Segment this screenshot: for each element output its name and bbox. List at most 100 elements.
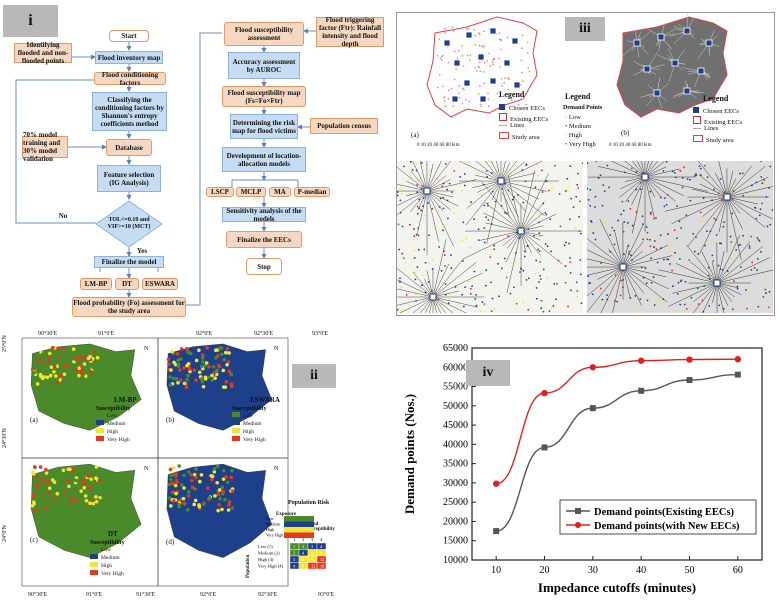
series-line: [496, 358, 738, 485]
demand-point: [485, 216, 488, 219]
demand-point: [483, 45, 486, 47]
demand-point: [568, 218, 571, 221]
susceptibility-patch: [213, 494, 217, 498]
demand-point: [511, 198, 514, 201]
chosen-eec-marker: [503, 59, 511, 67]
susceptibility-patch: [225, 362, 229, 367]
legend-swatch-icon: [90, 554, 98, 559]
demand-point: [493, 307, 496, 310]
allocation-line: [412, 271, 434, 298]
allocation-line: [644, 161, 659, 178]
susceptibility-patch: [88, 501, 92, 506]
demand-point: [444, 31, 446, 34]
chart-legend: [559, 499, 757, 535]
demand-point: [639, 298, 642, 301]
demand-point: [558, 193, 561, 195]
demand-point: [397, 223, 399, 226]
demand-point: [751, 192, 754, 195]
demand-point: [441, 185, 444, 188]
susceptibility-legend: Susceptibility Low Medium High Very High: [96, 406, 131, 444]
plot-frame: [471, 347, 763, 561]
demand-point: [594, 206, 596, 208]
demand-point: [453, 78, 456, 81]
demand-point: [748, 244, 751, 247]
susceptibility-patch: [177, 464, 182, 468]
susceptibility-patch: [229, 372, 234, 377]
demand-point: [762, 296, 765, 298]
allocation-line: [419, 161, 428, 192]
demand-point: [579, 200, 581, 203]
demand-point: [589, 225, 592, 228]
demand-point: [603, 221, 606, 224]
demand-point: [760, 251, 762, 253]
susceptibility-patch: [186, 350, 190, 355]
allocation-line: [458, 161, 502, 182]
eec-marker: [723, 193, 731, 201]
demand-point: [547, 189, 550, 192]
demand-point: [486, 59, 488, 62]
susceptibility-patch: [35, 382, 40, 386]
demand-point: [463, 88, 465, 91]
allocation-line: [425, 296, 434, 313]
demand-point: [447, 302, 450, 305]
allocation-line: [631, 176, 646, 206]
demand-point: [478, 44, 481, 47]
demand-point: [487, 92, 489, 95]
susceptibility-patch: [220, 491, 225, 496]
demand-point: [620, 213, 623, 216]
susceptibility-patch: [81, 469, 86, 474]
demand-point: [683, 303, 686, 306]
susceptibility-patch: [212, 370, 217, 375]
eec-marker: [619, 263, 627, 271]
demand-point: [600, 262, 603, 264]
chosen-eec-marker: [453, 59, 461, 67]
susceptibility-patch: [173, 362, 178, 367]
allocation-line: [644, 176, 676, 202]
demand-point: [617, 219, 620, 222]
demand-point: [458, 49, 460, 52]
susceptibility-patch: [77, 366, 82, 370]
susceptibility-patch: [179, 357, 183, 361]
risk-cell-value: 1: [293, 544, 295, 549]
demand-point: [403, 165, 405, 168]
susceptibility-patch: [54, 374, 58, 378]
risk-cell-value: 4: [293, 564, 296, 569]
demand-point: [536, 174, 539, 177]
legend-swatch-icon: [232, 436, 240, 441]
demand-point: [765, 292, 767, 294]
allocation-line: [644, 161, 649, 178]
demand-point: [538, 213, 540, 216]
legend-item: High: [90, 562, 125, 570]
demand-point: [479, 85, 481, 87]
susceptibility-patch: [39, 494, 43, 498]
demand-point: [409, 161, 412, 163]
allocation-line: [432, 263, 450, 298]
susceptibility-patch: [193, 498, 198, 503]
susceptibility-patch: [58, 353, 62, 357]
demand-point: [473, 28, 475, 31]
legend-item: Very High: [90, 570, 125, 578]
susceptibility-patch: [38, 372, 43, 377]
demand-point: [567, 185, 570, 188]
demand-point: [402, 257, 405, 260]
susceptibility-patch: [62, 372, 67, 377]
demand-point: [502, 204, 504, 207]
demand-point: [525, 278, 528, 281]
demand-point: [645, 226, 648, 229]
allocation-line: [432, 296, 478, 308]
demand-high-label: High: [568, 132, 582, 139]
susceptibility-patch: [32, 371, 36, 375]
demand-point: [469, 54, 472, 56]
demand-point: [680, 227, 683, 229]
demand-point: [462, 221, 465, 224]
demand-point: [550, 250, 552, 253]
demand-point: [521, 71, 523, 74]
demand-point: [616, 300, 618, 303]
map-b-legend-lines: Lines: [693, 125, 718, 133]
demand-point: [748, 239, 751, 242]
demand-point: [428, 170, 431, 173]
demand-point: [423, 214, 426, 217]
susceptibility-patch: [215, 464, 220, 469]
demand-point: [622, 230, 625, 233]
susceptibility-patch: [200, 353, 205, 357]
